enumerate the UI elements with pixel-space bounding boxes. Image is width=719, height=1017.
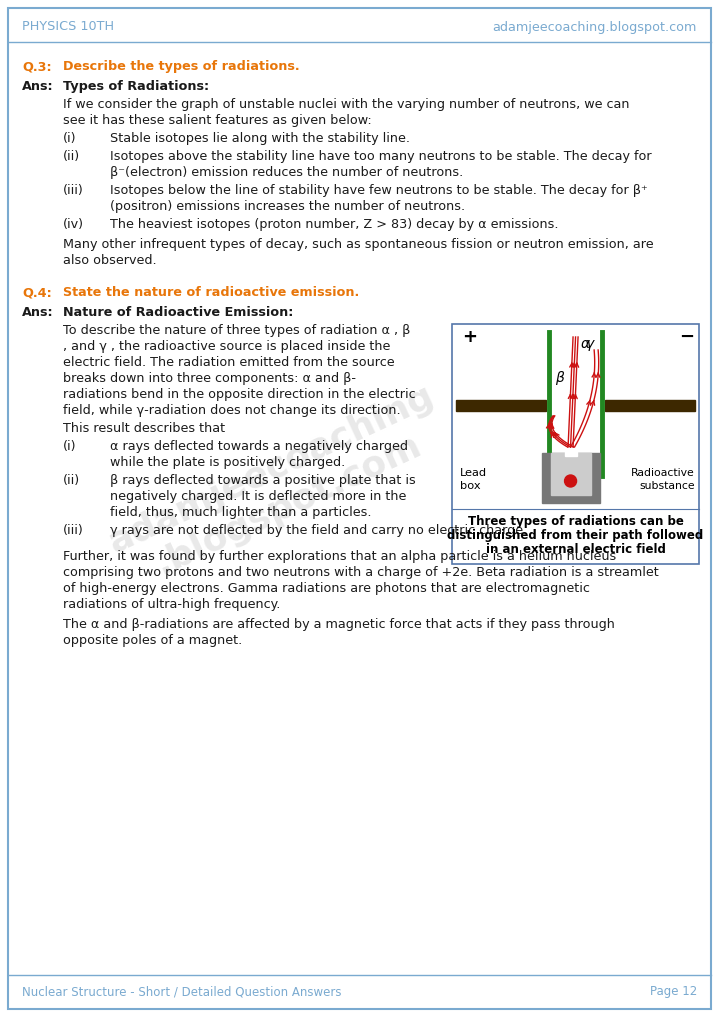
Text: γ: γ bbox=[585, 337, 594, 351]
Text: radiations bend in the opposite direction in the electric: radiations bend in the opposite directio… bbox=[63, 388, 416, 401]
Text: (iii): (iii) bbox=[63, 524, 83, 537]
Text: , and γ , the radioactive source is placed inside the: , and γ , the radioactive source is plac… bbox=[63, 340, 390, 353]
Text: State the nature of radioactive emission.: State the nature of radioactive emission… bbox=[63, 286, 360, 299]
Text: +: + bbox=[462, 328, 477, 346]
Text: distinguished from their path followed: distinguished from their path followed bbox=[447, 529, 704, 542]
Text: Ans:: Ans: bbox=[22, 80, 54, 93]
Bar bbox=[456, 400, 546, 411]
Bar bbox=[541, 453, 600, 503]
Text: β rays deflected towards a positive plate that is: β rays deflected towards a positive plat… bbox=[110, 474, 416, 487]
Text: field, while γ-radiation does not change its direction.: field, while γ-radiation does not change… bbox=[63, 404, 400, 417]
Text: (i): (i) bbox=[63, 440, 76, 453]
Text: adamjeecoaching
.blogspot.com: adamjeecoaching .blogspot.com bbox=[104, 378, 457, 595]
Text: (ii): (ii) bbox=[63, 149, 80, 163]
Text: The α and β-radiations are affected by a magnetic force that acts if they pass t: The α and β-radiations are affected by a… bbox=[63, 618, 615, 631]
Text: (positron) emissions increases the number of neutrons.: (positron) emissions increases the numbe… bbox=[110, 200, 465, 213]
Text: Radioactive: Radioactive bbox=[631, 468, 695, 478]
Text: in an external electric field: in an external electric field bbox=[485, 543, 666, 556]
Text: If we consider the graph of unstable nuclei with the varying number of neutrons,: If we consider the graph of unstable nuc… bbox=[63, 98, 630, 111]
Text: Types of Radiations:: Types of Radiations: bbox=[63, 80, 209, 93]
Text: Q.3:: Q.3: bbox=[22, 60, 52, 73]
Text: Nature of Radioactive Emission:: Nature of Radioactive Emission: bbox=[63, 306, 293, 319]
Text: γ rays are not deflected by the field and carry no electric charge.: γ rays are not deflected by the field an… bbox=[110, 524, 527, 537]
Text: adamjeecoaching.blogspot.com: adamjeecoaching.blogspot.com bbox=[493, 20, 697, 34]
Text: The heaviest isotopes (proton number, Z > 83) decay by α emissions.: The heaviest isotopes (proton number, Z … bbox=[110, 218, 559, 231]
Text: Q.4:: Q.4: bbox=[22, 286, 52, 299]
Text: Further, it was found by further explorations that an alpha particle is a helium: Further, it was found by further explora… bbox=[63, 550, 616, 563]
Text: Stable isotopes lie along with the stability line.: Stable isotopes lie along with the stabi… bbox=[110, 132, 410, 145]
Text: Lead: Lead bbox=[460, 468, 487, 478]
Text: To describe the nature of three types of radiation α , β: To describe the nature of three types of… bbox=[63, 324, 411, 337]
Text: α rays deflected towards a negatively charged: α rays deflected towards a negatively ch… bbox=[110, 440, 408, 453]
Text: radiations of ultra-high frequency.: radiations of ultra-high frequency. bbox=[63, 598, 280, 611]
Text: negatively charged. It is deflected more in the: negatively charged. It is deflected more… bbox=[110, 490, 406, 503]
Bar bbox=[452, 324, 699, 564]
Text: Nuclear Structure - Short / Detailed Question Answers: Nuclear Structure - Short / Detailed Que… bbox=[22, 985, 342, 999]
Text: box: box bbox=[460, 481, 480, 491]
Text: Three types of radiations can be: Three types of radiations can be bbox=[467, 515, 684, 528]
Text: β⁻(electron) emission reduces the number of neutrons.: β⁻(electron) emission reduces the number… bbox=[110, 166, 463, 179]
Text: Ans:: Ans: bbox=[22, 306, 54, 319]
Text: Many other infrequent types of decay, such as spontaneous fission or neutron emi: Many other infrequent types of decay, su… bbox=[63, 238, 654, 251]
Text: see it has these salient features as given below:: see it has these salient features as giv… bbox=[63, 114, 372, 127]
Text: electric field. The radiation emitted from the source: electric field. The radiation emitted fr… bbox=[63, 356, 395, 369]
Text: breaks down into three components: α and β-: breaks down into three components: α and… bbox=[63, 372, 356, 385]
Text: (iii): (iii) bbox=[63, 184, 83, 197]
Bar bbox=[551, 453, 590, 495]
Text: PHYSICS 10TH: PHYSICS 10TH bbox=[22, 20, 114, 34]
Text: of high-energy electrons. Gamma radiations are photons that are electromagnetic: of high-energy electrons. Gamma radiatio… bbox=[63, 582, 590, 595]
Circle shape bbox=[564, 475, 577, 487]
Text: (i): (i) bbox=[63, 132, 76, 145]
Text: This result describes that: This result describes that bbox=[63, 422, 225, 435]
Text: β: β bbox=[555, 371, 564, 385]
Text: (iv): (iv) bbox=[63, 218, 84, 231]
Text: while the plate is positively charged.: while the plate is positively charged. bbox=[110, 456, 345, 469]
Text: Isotopes above the stability line have too many neutrons to be stable. The decay: Isotopes above the stability line have t… bbox=[110, 149, 651, 163]
Text: −: − bbox=[679, 328, 695, 346]
Text: Page 12: Page 12 bbox=[650, 985, 697, 999]
Text: also observed.: also observed. bbox=[63, 254, 157, 267]
Text: α: α bbox=[580, 337, 590, 351]
Text: Isotopes below the line of stability have few neutrons to be stable. The decay f: Isotopes below the line of stability hav… bbox=[110, 184, 648, 197]
Text: comprising two protons and two neutrons with a charge of +2e. Beta radiation is : comprising two protons and two neutrons … bbox=[63, 566, 659, 579]
Text: (ii): (ii) bbox=[63, 474, 80, 487]
Text: opposite poles of a magnet.: opposite poles of a magnet. bbox=[63, 634, 242, 647]
Bar bbox=[564, 446, 577, 456]
Bar bbox=[605, 400, 695, 411]
Text: field, thus, much lighter than a particles.: field, thus, much lighter than a particl… bbox=[110, 506, 372, 519]
Text: Describe the types of radiations.: Describe the types of radiations. bbox=[63, 60, 300, 73]
Text: substance: substance bbox=[639, 481, 695, 491]
